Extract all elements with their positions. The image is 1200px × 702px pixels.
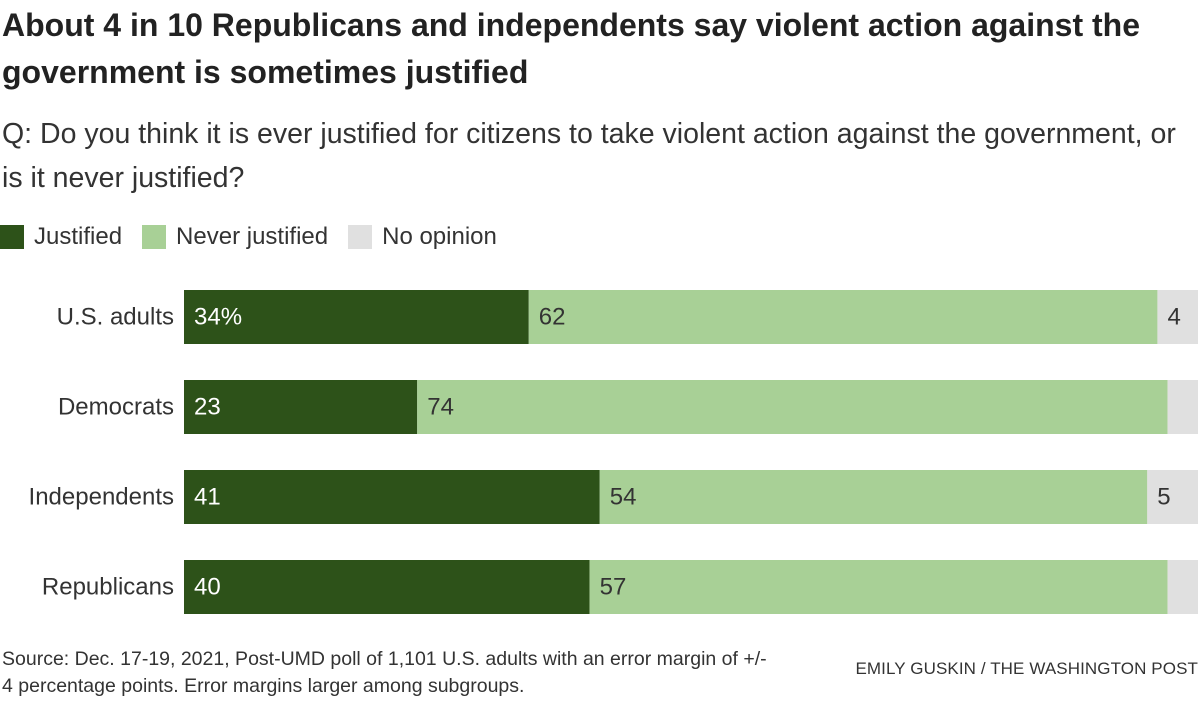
chart-title: About 4 in 10 Republicans and independen…: [2, 7, 1140, 90]
bar-u-s-adults-never-justified: [528, 290, 1158, 344]
category-label-independents: Independents: [29, 484, 174, 511]
data-label-republicans-justified: 40: [194, 574, 221, 601]
data-label-independents-never-justified: 54: [610, 484, 637, 511]
category-label-u-s-adults: U.S. adults: [57, 304, 174, 331]
source-note: Source: Dec. 17-19, 2021, Post-UMD poll …: [2, 648, 767, 697]
credit-line: EMILY GUSKIN / THE WASHINGTON POST: [855, 659, 1198, 678]
bar-independents-no-opinion: [1147, 470, 1198, 524]
data-label-republicans-never-justified: 57: [600, 574, 627, 601]
legend-label-never-justified: Never justified: [176, 223, 329, 250]
bar-democrats-justified: [184, 380, 418, 434]
legend-item-never-justified: Never justified: [142, 223, 328, 251]
stacked-bar-chart: U.S. adults 34% 62 4 Democrats 23 74 Independen…: [29, 290, 1198, 614]
data-label-u-s-adults-never-justified: 62: [539, 304, 566, 331]
bar-independents-justified: [184, 470, 600, 524]
legend-swatch-no-opinion: [348, 225, 373, 249]
legend-swatch-justified: [0, 225, 24, 249]
data-label-u-s-adults-justified: 34%: [194, 304, 242, 331]
legend-item-no-opinion: No opinion: [348, 223, 497, 251]
data-label-independents-no-opinion: 5: [1157, 484, 1170, 511]
chart-subtitle: Q: Do you think it is ever justified for…: [2, 118, 1176, 194]
category-label-republicans: Republicans: [42, 574, 174, 601]
data-label-u-s-adults-no-opinion: 4: [1167, 304, 1180, 331]
bar-u-s-adults-no-opinion: [1157, 290, 1198, 344]
data-label-democrats-never-justified: 74: [427, 394, 454, 421]
data-label-independents-justified: 41: [194, 484, 221, 511]
bar-republicans-no-opinion: [1167, 560, 1198, 614]
data-label-democrats-justified: 23: [194, 394, 221, 421]
bar-democrats-never-justified: [417, 380, 1168, 434]
bar-republicans-never-justified: [589, 560, 1168, 614]
legend-label-no-opinion: No opinion: [382, 223, 497, 250]
bar-republicans-justified: [184, 560, 590, 614]
legend-label-justified: Justified: [34, 223, 123, 250]
bar-u-s-adults-justified: [184, 290, 529, 344]
legend-item-justified: Justified: [0, 223, 122, 251]
bar-democrats-no-opinion: [1167, 380, 1198, 434]
legend: Justified Never justified No opinion: [0, 222, 517, 252]
bar-independents-never-justified: [599, 470, 1148, 524]
category-label-democrats: Democrats: [58, 394, 174, 421]
legend-swatch-never-justified: [142, 225, 167, 249]
